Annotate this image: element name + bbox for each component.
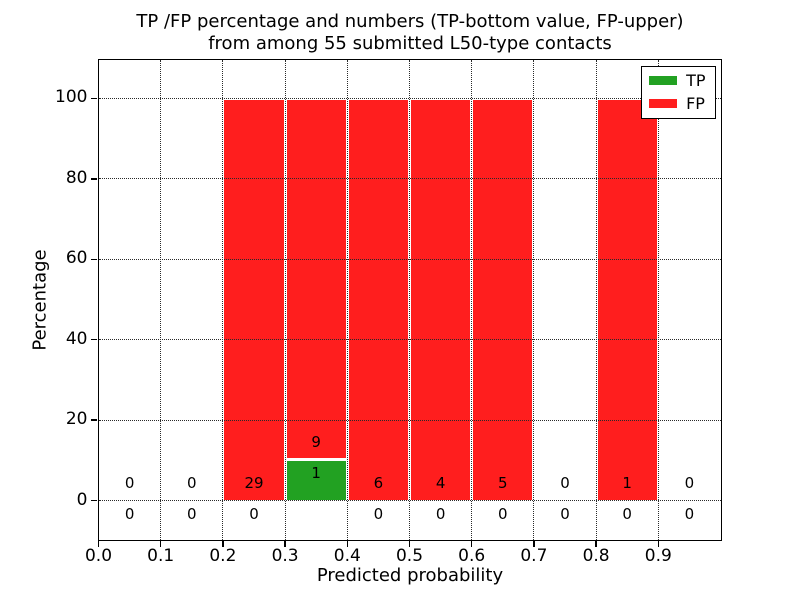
x-tick-label: 0.0 [84,545,113,566]
fp-count-label: 6 [373,473,384,492]
y-tick-mark [91,338,97,341]
y-tick-mark [91,419,97,421]
tp-count-label: 0 [560,504,570,523]
y-tick-mark [91,178,97,180]
grid-line-vertical [533,59,535,540]
tp-count-label: 0 [187,504,197,523]
x-tick-mark [595,539,597,547]
x-tick-label: 0.8 [582,545,610,566]
tp-count-label: 0 [622,504,632,523]
chart-title-line1: TP /FP percentage and numbers (TP-bottom… [136,11,684,32]
grid-line-vertical [471,59,473,540]
x-tick-label: 0.4 [333,545,361,566]
y-axis-label: Percentage [29,249,51,351]
bar-segment-fp [224,100,284,501]
tp-count-label: 1 [311,464,321,483]
fp-count-label: 9 [311,433,321,452]
tp-count-label: 0 [498,504,508,523]
x-tick-mark [159,539,162,547]
fp-count-label: 29 [244,473,264,492]
y-tick-label: 100 [55,87,88,108]
x-axis-label: Predicted probability [316,565,504,586]
x-tick-label: 0.6 [458,545,486,566]
y-tick-mark [91,97,97,100]
chart-title: TP /FP percentage and numbers (TP-bottom… [99,11,721,55]
fp-count-label: 4 [435,473,446,492]
x-tick-label: 0.2 [209,545,237,566]
bar-segment-tp [286,461,346,501]
x-tick-mark [284,539,286,547]
x-tick-label: 0.9 [644,545,672,566]
tp-count-label: 0 [373,504,384,523]
chart-title-line2: from among 55 submitted L50-type contact… [208,33,612,54]
x-tick-mark [533,539,535,547]
x-tick-label: 0.5 [395,545,424,566]
grid-line-vertical [346,59,348,540]
bar-segment-fp [597,100,657,501]
legend-swatch-fp [649,99,678,108]
y-tick-label: 40 [65,328,88,349]
y-tick-mark [91,499,97,502]
legend: TP FP [641,65,716,119]
y-tick-label: 20 [65,409,88,430]
tp-count-label: 0 [684,504,695,523]
y-tick-label: 60 [65,248,88,269]
grid-line-vertical [657,59,659,540]
fp-count-label: 0 [187,473,197,492]
fp-count-label: 0 [124,473,135,492]
y-tick-mark [91,258,97,261]
x-tick-label: 0.3 [271,545,299,566]
tp-count-label: 0 [249,504,259,523]
x-tick-label: 0.1 [147,545,175,566]
tp-count-label: 0 [124,504,135,523]
x-tick-mark [222,539,224,547]
x-tick-mark [346,539,349,547]
bar-segment-fp [473,100,533,501]
fp-count-label: 0 [684,473,695,492]
grid-line-vertical [595,59,597,540]
legend-entry-tp: TP [649,70,706,90]
x-tick-mark [97,539,100,547]
grid-line-vertical [222,59,224,540]
x-tick-mark [657,539,660,547]
y-tick-label: 0 [76,489,88,510]
grid-line-vertical [160,59,162,540]
x-tick-mark [470,539,473,547]
legend-label-tp: TP [686,70,706,90]
fp-count-label: 1 [622,473,632,492]
x-tick-label: 0.7 [520,545,548,566]
y-tick-label: 80 [65,167,88,188]
bar-segment-fp [348,100,408,501]
tp-count-label: 0 [435,504,446,523]
x-tick-mark [408,539,411,547]
grid-line-vertical [409,59,410,540]
fp-count-label: 5 [498,473,508,492]
plot-area: TP FP 0 0 0 0 29 0 9 1 6 0 4 0 5 0 0 0 1 0 0 0 0 20 40 60 80 100 0… [55,58,722,566]
legend-label-fp: FP [686,93,705,113]
legend-entry-fp: FP [649,95,705,113]
grid-line-vertical [284,59,286,540]
legend-swatch-tp [649,76,678,85]
bar-segment-fp [286,100,346,459]
bar-segment-fp [411,100,471,501]
fp-count-label: 0 [560,473,570,492]
